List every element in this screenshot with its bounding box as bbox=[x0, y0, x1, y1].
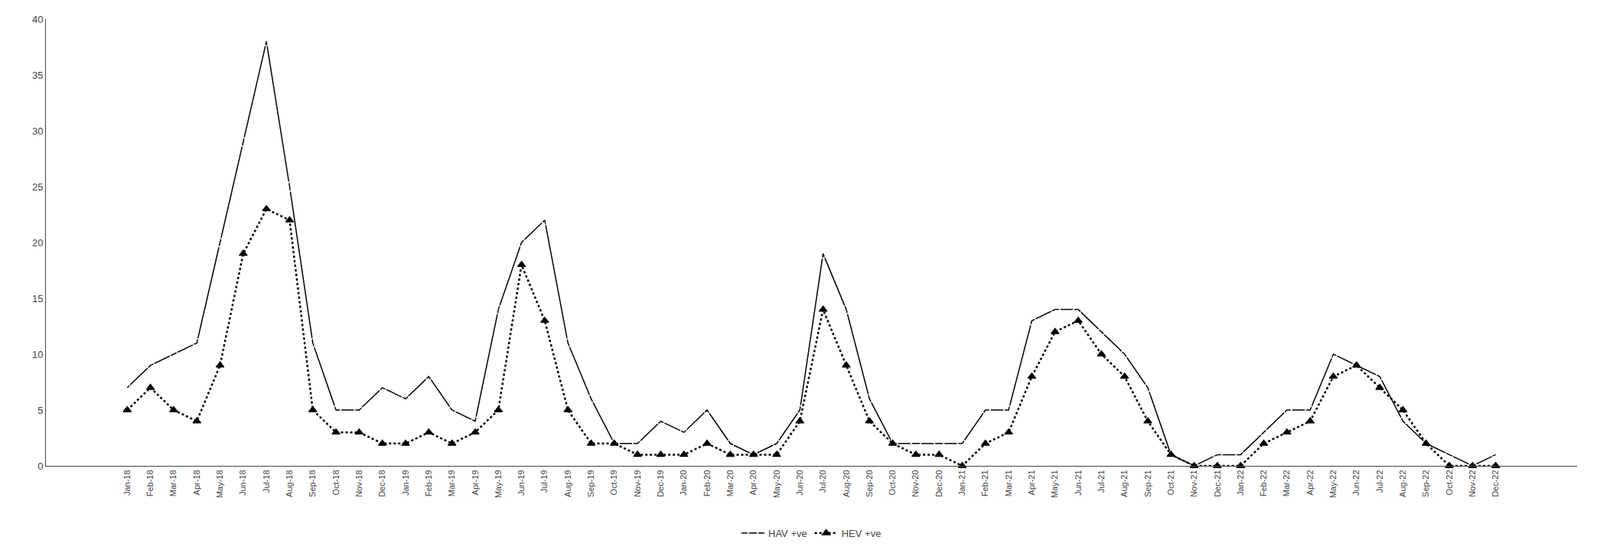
svg-text:Jul-22: Jul-22 bbox=[1375, 469, 1385, 493]
svg-text:Mar-19: Mar-19 bbox=[446, 469, 457, 497]
svg-text:Apr-19: Apr-19 bbox=[470, 469, 480, 496]
svg-text:Jan-20: Jan-20 bbox=[678, 469, 688, 496]
svg-text:Nov-18: Nov-18 bbox=[354, 469, 364, 497]
svg-text:Apr-18: Apr-18 bbox=[192, 469, 202, 496]
svg-text:May-21: May-21 bbox=[1049, 469, 1060, 499]
svg-text:Aug-19: Aug-19 bbox=[563, 469, 573, 497]
svg-text:20: 20 bbox=[32, 237, 43, 249]
svg-text:Oct-22: Oct-22 bbox=[1444, 469, 1454, 496]
svg-text:Jun-21: Jun-21 bbox=[1073, 469, 1083, 496]
svg-text:Jan-22: Jan-22 bbox=[1235, 469, 1245, 496]
svg-text:Mar-18: Mar-18 bbox=[168, 469, 178, 497]
svg-text:25: 25 bbox=[32, 181, 43, 193]
svg-text:Mar-20: Mar-20 bbox=[725, 469, 735, 497]
svg-text:Apr-21: Apr-21 bbox=[1026, 469, 1037, 496]
svg-text:Jul-20: Jul-20 bbox=[817, 469, 828, 493]
svg-text:Dec-19: Dec-19 bbox=[655, 469, 665, 497]
svg-text:0: 0 bbox=[37, 460, 43, 473]
svg-text:Sep-22: Sep-22 bbox=[1420, 469, 1431, 497]
svg-text:Jul-19: Jul-19 bbox=[539, 469, 549, 493]
svg-text:Oct-21: Oct-21 bbox=[1166, 469, 1176, 496]
svg-text:Oct-18: Oct-18 bbox=[331, 469, 341, 496]
svg-text:Jun-18: Jun-18 bbox=[237, 469, 248, 496]
svg-text:Jan-19: Jan-19 bbox=[400, 469, 411, 496]
svg-text:Sep-19: Sep-19 bbox=[586, 469, 596, 497]
svg-text:Aug-21: Aug-21 bbox=[1119, 469, 1129, 497]
svg-text:Aug-22: Aug-22 bbox=[1397, 469, 1408, 497]
svg-text:Apr-22: Apr-22 bbox=[1305, 469, 1315, 496]
svg-text:40: 40 bbox=[32, 13, 43, 26]
svg-text:May-18: May-18 bbox=[215, 469, 225, 499]
svg-text:Aug-18: Aug-18 bbox=[284, 469, 294, 497]
svg-text:Jun-22: Jun-22 bbox=[1351, 469, 1361, 496]
svg-text:Sep-20: Sep-20 bbox=[864, 469, 874, 497]
svg-text:Jun-19: Jun-19 bbox=[516, 469, 526, 496]
svg-text:HEV +ve: HEV +ve bbox=[841, 527, 882, 540]
svg-text:Nov-19: Nov-19 bbox=[632, 469, 642, 497]
svg-text:Feb-21: Feb-21 bbox=[980, 469, 990, 497]
svg-text:May-20: May-20 bbox=[772, 469, 782, 499]
svg-text:Jan-18: Jan-18 bbox=[122, 469, 132, 496]
svg-text:Dec-20: Dec-20 bbox=[934, 469, 944, 497]
svg-text:Aug-20: Aug-20 bbox=[841, 469, 851, 497]
svg-text:Jan-21: Jan-21 bbox=[957, 469, 967, 496]
svg-text:Jul-18: Jul-18 bbox=[261, 469, 271, 493]
svg-text:30: 30 bbox=[32, 125, 43, 137]
svg-text:Feb-22: Feb-22 bbox=[1258, 469, 1268, 497]
svg-text:Feb-20: Feb-20 bbox=[702, 469, 712, 497]
svg-text:Oct-20: Oct-20 bbox=[887, 469, 897, 496]
svg-text:Dec-18: Dec-18 bbox=[377, 469, 387, 497]
svg-text:Jun-20: Jun-20 bbox=[795, 469, 805, 496]
svg-text:HAV +ve: HAV +ve bbox=[768, 527, 808, 540]
svg-text:May-19: May-19 bbox=[493, 469, 503, 499]
svg-text:Mar-21: Mar-21 bbox=[1003, 469, 1014, 497]
svg-text:15: 15 bbox=[32, 293, 43, 305]
svg-text:Feb-19: Feb-19 bbox=[423, 469, 434, 497]
svg-text:Sep-18: Sep-18 bbox=[307, 469, 317, 497]
svg-text:35: 35 bbox=[32, 69, 43, 82]
svg-text:Feb-18: Feb-18 bbox=[145, 469, 155, 497]
svg-text:Mar-22: Mar-22 bbox=[1281, 469, 1291, 497]
svg-text:Sep-21: Sep-21 bbox=[1143, 469, 1153, 497]
svg-text:Dec-21: Dec-21 bbox=[1212, 469, 1222, 497]
svg-text:10: 10 bbox=[32, 348, 43, 361]
svg-text:Dec-22: Dec-22 bbox=[1490, 469, 1500, 497]
svg-text:Nov-20: Nov-20 bbox=[910, 469, 920, 497]
svg-text:5: 5 bbox=[37, 404, 43, 417]
svg-text:Oct-19: Oct-19 bbox=[609, 469, 619, 496]
svg-text:May-22: May-22 bbox=[1328, 469, 1338, 499]
svg-text:Jul-21: Jul-21 bbox=[1096, 469, 1106, 493]
svg-text:Apr-20: Apr-20 bbox=[748, 469, 758, 496]
svg-text:Nov-22: Nov-22 bbox=[1467, 469, 1477, 497]
svg-text:Nov-21: Nov-21 bbox=[1189, 469, 1199, 497]
